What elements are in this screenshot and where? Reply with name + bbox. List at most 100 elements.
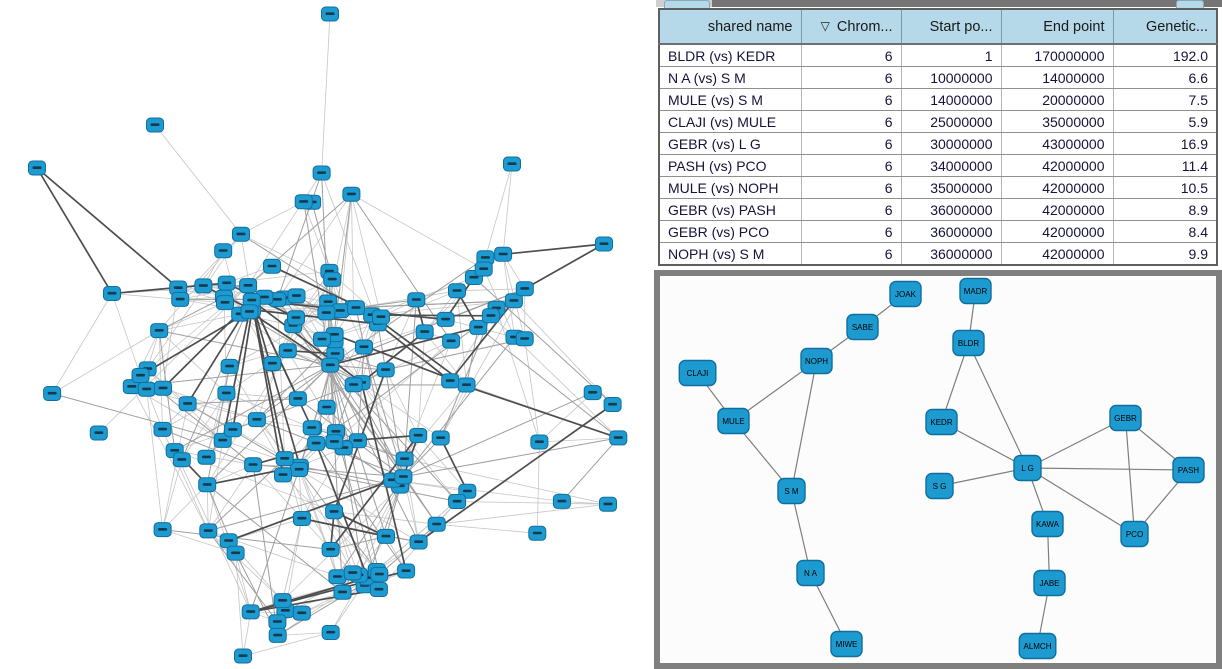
network-edge[interactable]	[424, 331, 467, 386]
network-node[interactable]	[198, 477, 217, 493]
network-node[interactable]	[214, 243, 233, 259]
network-edge[interactable]	[392, 479, 562, 502]
network-node[interactable]	[275, 451, 294, 467]
network-node[interactable]	[240, 304, 259, 320]
network-edge[interactable]	[282, 485, 401, 601]
network-edge[interactable]	[353, 300, 514, 309]
network-node[interactable]	[515, 281, 534, 297]
network-edge[interactable]	[131, 386, 209, 532]
network-node[interactable]	[216, 295, 234, 311]
network-edge[interactable]	[206, 484, 209, 531]
network-edge[interactable]	[385, 338, 525, 371]
network-edge[interactable]	[361, 382, 405, 460]
network-edge[interactable]	[206, 393, 227, 458]
network-node[interactable]	[344, 377, 363, 393]
network-edge[interactable]	[539, 437, 619, 443]
network-edge[interactable]	[250, 427, 314, 613]
network-edge[interactable]	[154, 124, 242, 235]
network-edge[interactable]	[207, 458, 286, 532]
network-view-filtered[interactable]: JOAK MADR SABE BLDR NOPH CLAJI MULE KEDR GEBR L G…	[660, 276, 1216, 663]
network-node[interactable]	[263, 258, 281, 274]
network-node[interactable]	[603, 397, 622, 412]
network-edge[interactable]	[282, 474, 378, 571]
network-node[interactable]	[583, 385, 602, 401]
network-node[interactable]	[137, 381, 156, 397]
network-edge[interactable]	[235, 553, 244, 657]
network-edge[interactable]	[51, 330, 160, 394]
network-node[interactable]	[409, 534, 428, 550]
network-node[interactable]	[103, 286, 121, 301]
network-edge-l-g-pash[interactable]	[1027, 467, 1189, 471]
network-edge[interactable]	[503, 243, 605, 256]
network-edge[interactable]	[457, 501, 609, 505]
network-edge[interactable]	[402, 299, 417, 477]
network-edge[interactable]	[252, 308, 378, 325]
network-node[interactable]	[244, 457, 263, 473]
network-node[interactable]	[28, 160, 46, 176]
network-edge[interactable]	[51, 393, 223, 441]
network-edge[interactable]	[439, 437, 469, 492]
table-row[interactable]: CLAJI (vs) MULE 6 25000000 35000000 5.9	[659, 110, 1217, 133]
network-edge[interactable]	[298, 469, 303, 519]
network-edge[interactable]	[256, 340, 335, 420]
network-node[interactable]	[328, 569, 347, 585]
node-madr[interactable]: MADR	[959, 277, 992, 305]
network-node[interactable]	[397, 563, 416, 579]
network-node[interactable]	[292, 605, 311, 621]
table-row[interactable]: PASH (vs) PCO 6 34000000 42000000 11.4	[659, 154, 1217, 177]
network-edge[interactable]	[440, 315, 492, 439]
network-node[interactable]	[323, 271, 342, 287]
network-node[interactable]	[431, 430, 450, 446]
network-node[interactable]	[217, 275, 236, 291]
network-edge[interactable]	[298, 469, 419, 543]
network-node[interactable]	[292, 511, 311, 526]
column-header-3[interactable]: End point	[1000, 9, 1113, 45]
network-edge[interactable]	[36, 167, 179, 289]
network-edge[interactable]	[229, 312, 327, 367]
network-node[interactable]	[515, 331, 534, 347]
network-edge[interactable]	[187, 398, 298, 405]
network-edge[interactable]	[333, 511, 354, 574]
network-edge[interactable]	[276, 172, 323, 300]
network-edge[interactable]	[321, 172, 379, 325]
column-header-4[interactable]: Genetic...	[1112, 9, 1217, 45]
network-node[interactable]	[294, 194, 313, 210]
network-node[interactable]	[395, 451, 414, 467]
network-node[interactable]	[178, 396, 197, 412]
network-edge[interactable]	[367, 476, 404, 579]
network-edge[interactable]	[334, 511, 437, 525]
network-edge[interactable]	[162, 392, 227, 430]
network-edge[interactable]	[250, 300, 286, 459]
node-bldr[interactable]: BLDR	[952, 329, 985, 357]
network-edge[interactable]	[502, 163, 513, 255]
network-node[interactable]	[169, 280, 188, 296]
network-edge[interactable]	[181, 300, 253, 460]
network-node[interactable]	[369, 582, 388, 597]
network-edge[interactable]	[301, 447, 345, 519]
network-node[interactable]	[194, 278, 213, 294]
network-node[interactable]	[528, 525, 547, 541]
network-edge[interactable]	[315, 315, 492, 444]
table-row[interactable]: GEBR (vs) L G 6 30000000 43000000 16.9	[659, 132, 1217, 155]
network-node[interactable]	[436, 311, 455, 327]
network-node[interactable]	[263, 356, 282, 371]
network-edge[interactable]	[417, 331, 426, 436]
network-node[interactable]	[287, 310, 305, 326]
network-node[interactable]	[415, 324, 434, 340]
network-node[interactable]	[223, 422, 242, 438]
network-node[interactable]	[504, 293, 523, 309]
node-almch[interactable]: ALMCH	[1018, 632, 1057, 660]
network-edge[interactable]	[466, 327, 479, 386]
network-edge[interactable]	[256, 419, 337, 432]
network-edge[interactable]	[228, 479, 393, 542]
network-edge[interactable]	[252, 464, 279, 636]
node-sabe[interactable]: SABE	[846, 313, 879, 341]
network-edge[interactable]	[51, 293, 113, 394]
network-edge[interactable]	[514, 336, 619, 439]
table-row[interactable]: NOPH (vs) S M 6 36000000 42000000 9.9	[659, 242, 1217, 265]
network-node[interactable]	[342, 186, 361, 202]
network-node[interactable]	[197, 449, 216, 465]
network-node[interactable]	[290, 462, 309, 477]
network-edge[interactable]	[561, 437, 619, 502]
network-node[interactable]	[333, 584, 352, 600]
